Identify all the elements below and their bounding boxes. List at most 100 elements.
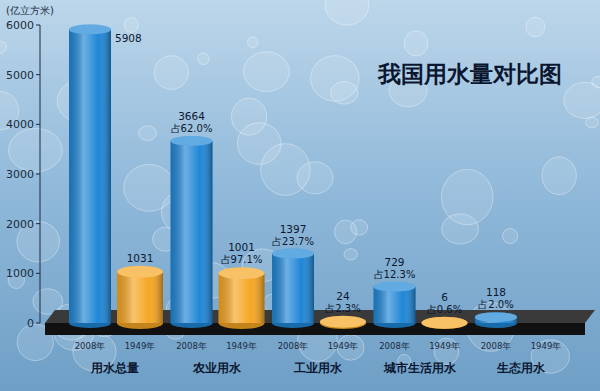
bar-cap-light: [117, 266, 163, 278]
share-label: 占2.3%: [325, 303, 360, 314]
droplet: [243, 52, 289, 92]
bar-base-shade: [422, 317, 468, 329]
category-label: 用水总量: [90, 361, 139, 375]
bar: [422, 317, 468, 329]
droplet: [325, 0, 369, 25]
bar-cap: [374, 282, 416, 292]
bar-cap-light: [320, 316, 366, 328]
droplet: [9, 128, 63, 171]
droplet: [0, 41, 7, 53]
share-label: 占23.7%: [272, 236, 314, 247]
share-label: 占62.0%: [171, 123, 213, 134]
data-label: 3664: [178, 110, 205, 122]
tick-label: 1000: [6, 267, 34, 280]
bar-cap: [117, 266, 163, 278]
bar-cap: [272, 249, 314, 259]
droplet: [586, 117, 599, 128]
droplets: [0, 0, 600, 373]
bar: [320, 316, 366, 329]
droplet: [261, 144, 310, 196]
droplet: [124, 164, 175, 211]
data-label: 24: [336, 290, 350, 302]
droplet: [124, 18, 138, 33]
data-label: 6: [441, 291, 448, 303]
tick-label: 0: [27, 317, 34, 330]
bar-body: [272, 254, 314, 323]
bar: [272, 249, 314, 328]
droplet: [139, 126, 157, 141]
series-label: 2008年: [176, 341, 207, 351]
y-axis: 0100020003000400050006000: [6, 19, 40, 330]
bar-cap-light: [475, 312, 517, 322]
bar: [219, 267, 265, 329]
bar: [117, 266, 163, 329]
axis-label: (亿立方米): [6, 5, 54, 16]
tick: [36, 323, 40, 324]
bar-cap-light: [422, 317, 468, 329]
bar-body: [374, 287, 416, 323]
bar: [171, 136, 213, 328]
bar-cap: [219, 267, 265, 279]
category-label: 工业用水: [293, 361, 343, 375]
droplet: [154, 56, 188, 90]
data-label: 1031: [127, 252, 154, 264]
tick-label: 3000: [6, 168, 34, 181]
category-label: 城市生活用水: [383, 361, 457, 375]
bar-body: [69, 30, 111, 323]
series-label: 2008年: [278, 341, 309, 351]
tick-label: 6000: [6, 19, 34, 32]
bar-base: [422, 317, 468, 329]
series-label: 2008年: [481, 341, 512, 351]
series-label: 1949年: [531, 341, 562, 351]
background: [0, 0, 600, 391]
bar-cap-light: [69, 25, 111, 35]
bar: [374, 282, 416, 328]
droplet: [248, 37, 258, 48]
share-label: 占97.1%: [221, 254, 263, 265]
tick: [36, 174, 40, 175]
tick: [36, 124, 40, 125]
bar-cap-light: [171, 136, 213, 146]
bar-cap-light: [272, 249, 314, 259]
tick-label: 4000: [6, 118, 34, 131]
bar-cap-light: [374, 282, 416, 292]
droplet: [502, 229, 517, 244]
labels: 2008年59082008年3664占62.0%2008年1397占23.7%2…: [75, 32, 562, 375]
data-label: 118: [486, 286, 506, 298]
bar-cap: [422, 317, 468, 329]
bars: [69, 25, 517, 329]
droplet: [351, 220, 368, 235]
bar-shade: [374, 287, 416, 323]
bar-body: [117, 272, 163, 323]
title: 我国用水量对比图: [377, 61, 562, 87]
bar-cap: [69, 25, 111, 35]
series-label: 2008年: [75, 341, 106, 351]
bar-cap: [475, 312, 517, 322]
bar-cap-light: [219, 267, 265, 279]
share-label: 占12.3%: [374, 269, 416, 280]
bar-shade: [272, 254, 314, 323]
share-label: 占0.6%: [427, 304, 462, 315]
share-label: 占2.0%: [478, 299, 513, 310]
bar: [475, 312, 517, 328]
droplet: [526, 17, 545, 37]
series-label: 1949年: [125, 341, 156, 351]
bar-shade: [171, 141, 213, 323]
bar: [69, 25, 111, 328]
bar-shade: [219, 273, 265, 323]
droplet: [542, 157, 576, 195]
tick: [36, 25, 40, 26]
series-label: 1949年: [429, 341, 460, 351]
chart: 我国用水量对比图0100020003000400050006000(亿立方米)2…: [0, 0, 600, 391]
bar-cap: [320, 316, 366, 328]
tick: [36, 74, 40, 75]
bar-shade: [69, 30, 111, 323]
bar-body: [171, 141, 213, 323]
category-label: 生态用水: [496, 361, 546, 375]
tick-label: 2000: [6, 218, 34, 231]
data-label: 5908: [115, 32, 142, 44]
tick: [36, 273, 40, 274]
series-label: 2008年: [379, 341, 410, 351]
tick: [36, 223, 40, 224]
category-label: 农业用水: [192, 361, 242, 375]
